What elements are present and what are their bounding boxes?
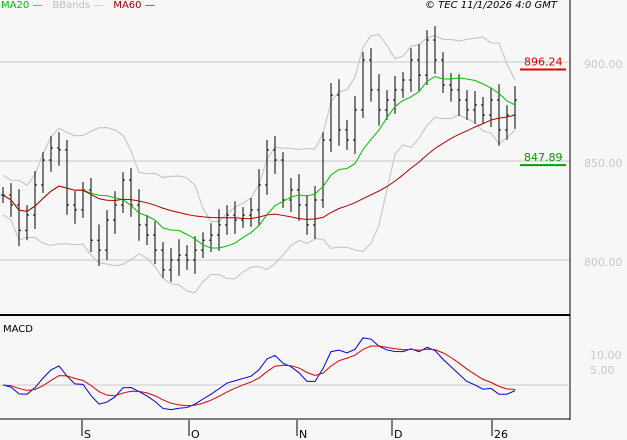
legend-label: MA60 <box>113 0 142 11</box>
copyright-text: © TEC 11/1/2026 4:0 GMT <box>425 0 557 11</box>
x-tick-label: 26 <box>494 428 508 440</box>
legend-swatch: — <box>90 0 104 11</box>
macd-y-tick-label: 10.00 <box>590 349 622 362</box>
macd-line <box>2 337 516 411</box>
bband-lower <box>2 114 516 294</box>
legend-ma60: MA60 — <box>113 0 154 11</box>
legend-ma20: MA20 — <box>1 0 42 11</box>
price-marker-label: 896.24 <box>524 55 563 68</box>
macd-title: MACD <box>3 324 33 335</box>
y-tick-label: 900.00 <box>584 58 623 71</box>
ma60-line <box>2 114 516 220</box>
ma20-line <box>2 75 516 249</box>
macd-signal-line <box>2 345 516 407</box>
x-tick-label: D <box>394 428 402 440</box>
macd-y-tick-label: 5.00 <box>590 364 615 377</box>
x-tick-label: S <box>84 428 91 440</box>
y-tick-label: 800.00 <box>584 256 623 269</box>
legend-bbands: BBands — <box>52 0 103 11</box>
y-tick-label: 850.00 <box>584 157 623 170</box>
price-marker-label: 847.89 <box>524 151 563 164</box>
x-tick-label: N <box>299 428 307 440</box>
x-tick-label: O <box>191 428 200 440</box>
legend-label: BBands <box>52 0 91 11</box>
legend-swatch: — <box>141 0 155 11</box>
legend-label: MA20 <box>1 0 30 11</box>
legend: MA20 — BBands — MA60 — <box>1 0 155 11</box>
legend-swatch: — <box>29 0 43 11</box>
